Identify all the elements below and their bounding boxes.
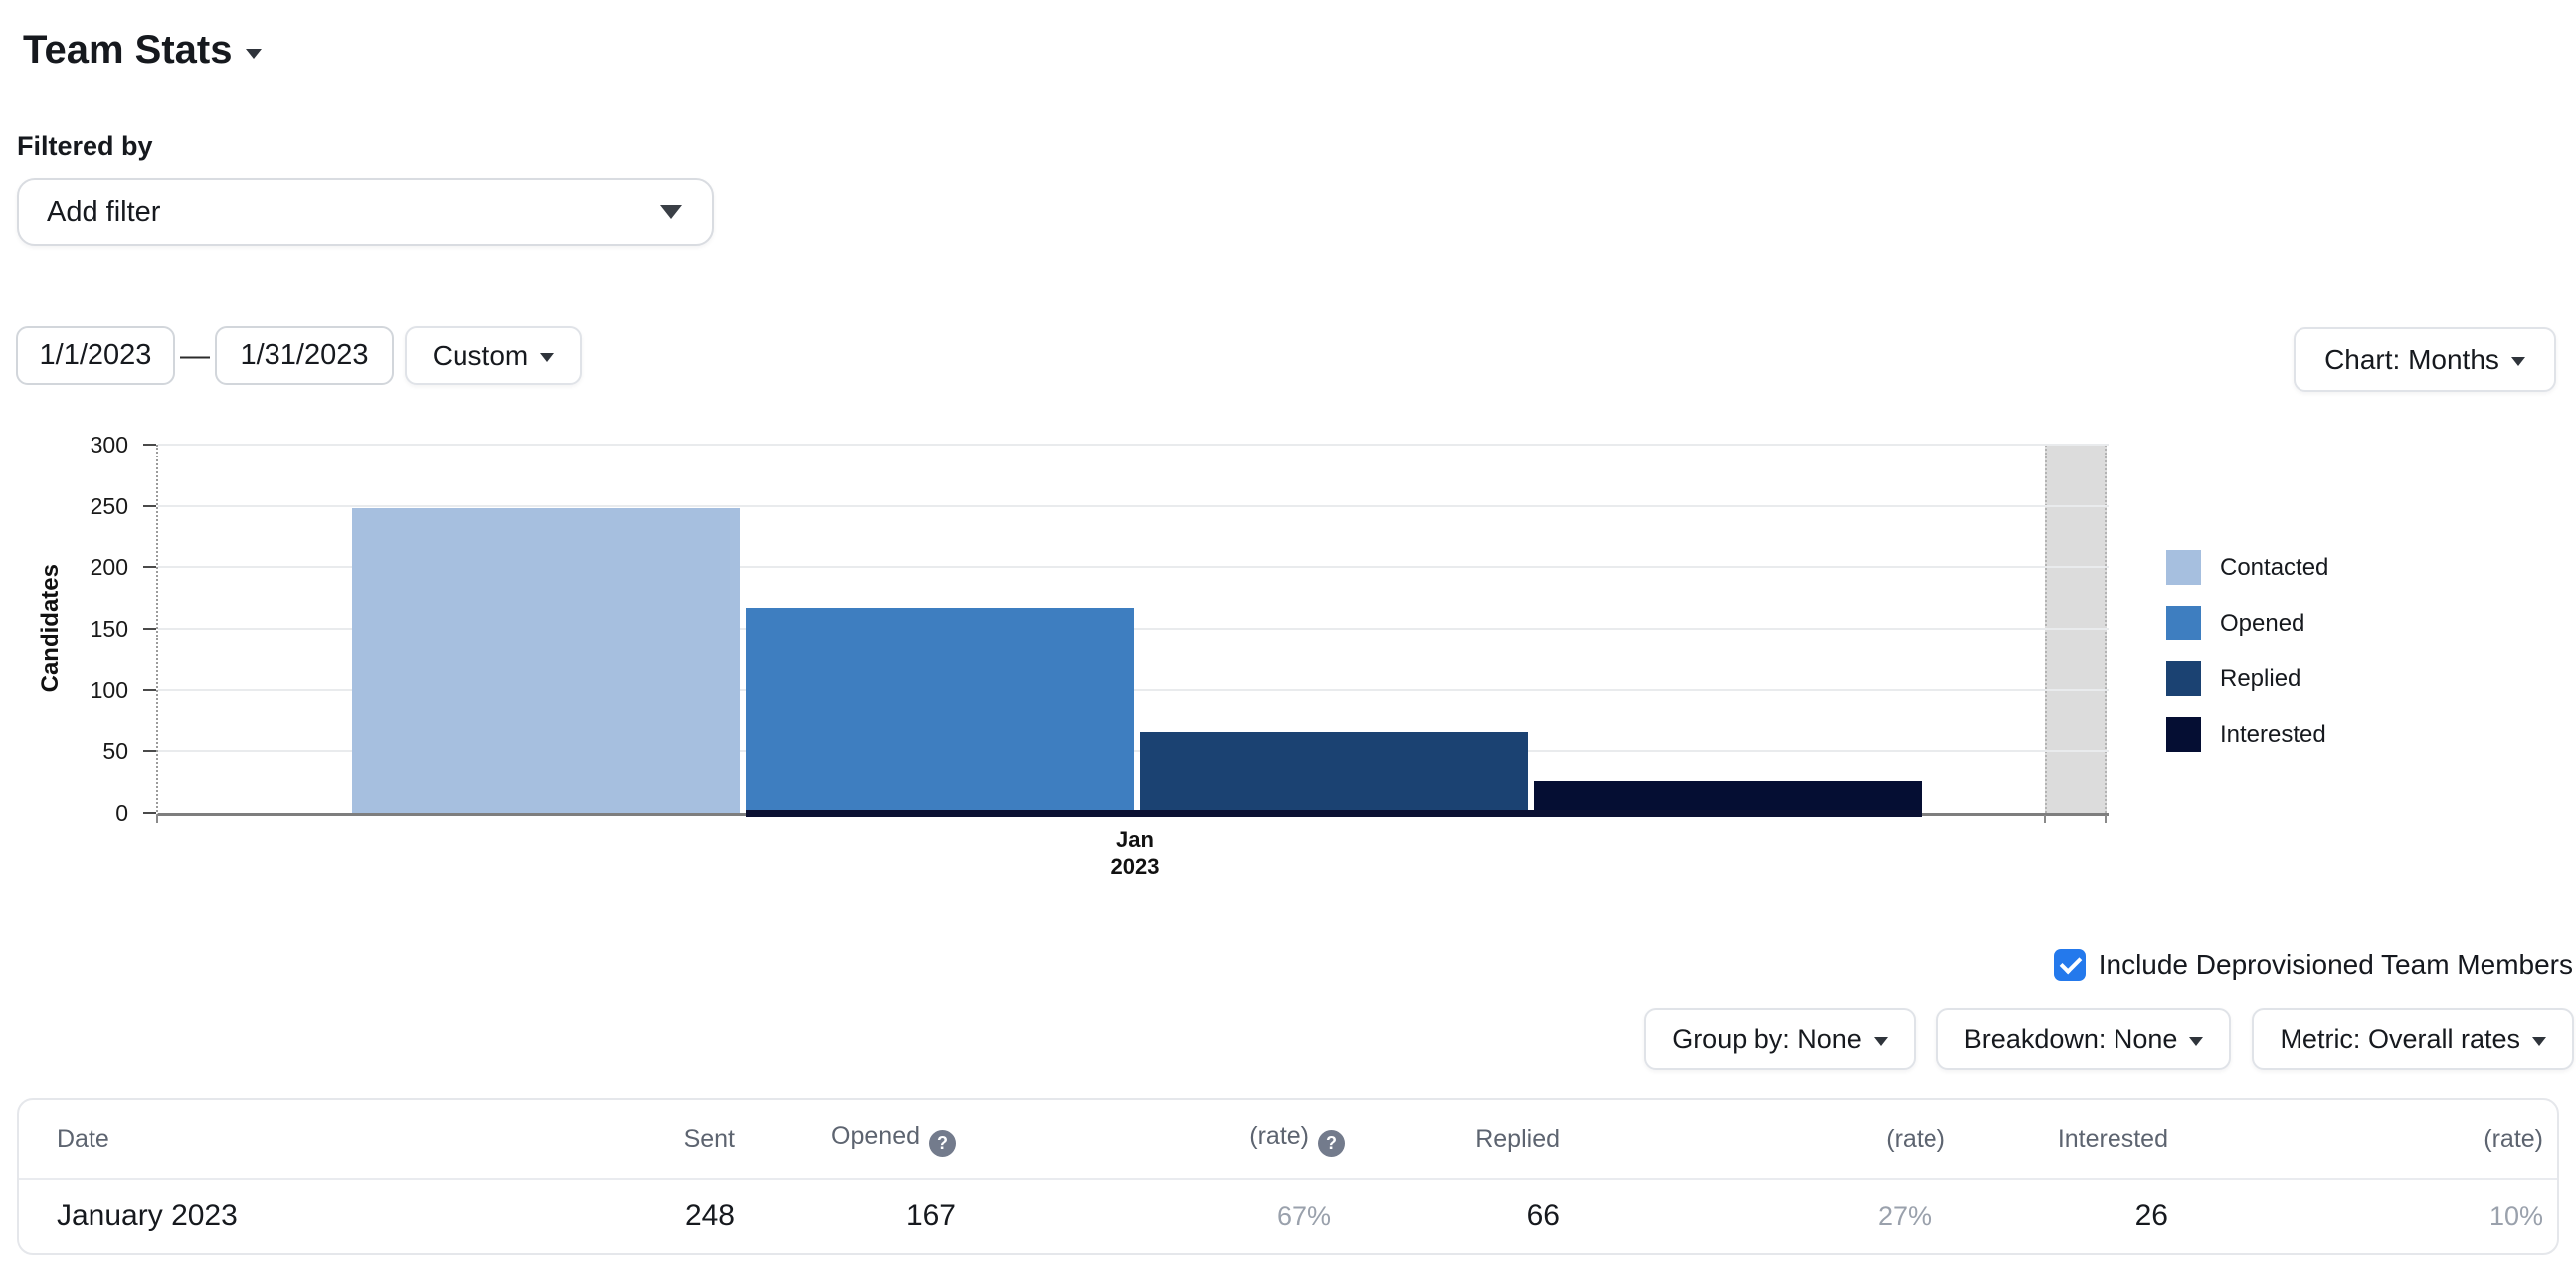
- x-axis-tick: [156, 815, 158, 823]
- x-axis-label-month: Jan: [1116, 827, 1154, 852]
- y-axis-tick-label: 50: [102, 738, 128, 765]
- y-axis-tick: [143, 812, 156, 814]
- x-axis-tick: [2105, 815, 2107, 823]
- date-range-controls: 1/1/2023 — 1/31/2023 Custom: [16, 326, 582, 385]
- chart-legend: Contacted Opened Replied Interested: [2166, 550, 2328, 773]
- y-axis-tick: [143, 688, 156, 691]
- chart-granularity-label: Chart: Months: [2324, 343, 2499, 375]
- y-axis-tick: [143, 628, 156, 630]
- chevron-down-icon: [1873, 1036, 1888, 1046]
- start-date-value: 1/1/2023: [39, 339, 152, 371]
- chevron-down-icon: [660, 205, 682, 219]
- breakdown-dropdown[interactable]: Breakdown: None: [1935, 1008, 2232, 1070]
- y-axis-tick-label: 300: [90, 432, 128, 457]
- x-axis-label-year: 2023: [1110, 854, 1160, 879]
- col-header-replied: Replied: [1475, 1124, 1560, 1153]
- y-axis-tick-label: 0: [115, 800, 128, 825]
- date-preset-label: Custom: [432, 339, 529, 371]
- bar-contacted[interactable]: [352, 508, 740, 813]
- chevron-down-icon: [2532, 1036, 2546, 1046]
- include-deprovisioned-label: Include Deprovisioned Team Members: [2098, 949, 2573, 980]
- end-date-input[interactable]: 1/31/2023: [215, 326, 394, 385]
- legend-item-contacted[interactable]: Contacted: [2166, 550, 2328, 585]
- col-header-opened: Opened?: [735, 1100, 956, 1179]
- cell-replied-rate: 27%: [1560, 1178, 1945, 1253]
- group-by-dropdown[interactable]: Group by: None: [1644, 1008, 1916, 1070]
- add-filter-dropdown[interactable]: Add filter: [17, 178, 714, 246]
- chevron-down-icon: [2510, 357, 2525, 366]
- include-deprovisioned-option[interactable]: Include Deprovisioned Team Members: [2053, 949, 2573, 981]
- include-deprovisioned-checkbox[interactable]: [2053, 949, 2086, 981]
- baseline-strip: [746, 810, 1922, 817]
- start-date-input[interactable]: 1/1/2023: [16, 326, 175, 385]
- x-axis-tick: [2044, 815, 2046, 823]
- x-axis-label: Jan 2023: [1075, 826, 1195, 880]
- legend-swatch: [2166, 606, 2201, 640]
- chevron-down-icon: [540, 353, 555, 362]
- table-controls: Group by: None Breakdown: None Metric: O…: [1644, 1008, 2574, 1070]
- legend-label: Opened: [2220, 609, 2305, 637]
- legend-label: Contacted: [2220, 553, 2329, 581]
- page-title-dropdown[interactable]: Team Stats: [23, 28, 263, 73]
- cell-interested-rate: 10%: [2168, 1178, 2557, 1253]
- cell-replied: 66: [1345, 1178, 1560, 1253]
- date-preset-dropdown[interactable]: Custom: [405, 326, 582, 385]
- col-header-date: Date: [57, 1124, 109, 1153]
- date-range-separator: —: [180, 338, 210, 372]
- metric-dropdown[interactable]: Metric: Overall rates: [2252, 1008, 2574, 1070]
- legend-swatch: [2166, 661, 2201, 696]
- gridline: [158, 504, 2109, 507]
- cell-opened-rate: 67%: [956, 1178, 1345, 1253]
- chevron-down-icon: [246, 48, 263, 59]
- col-header-opened-rate: (rate)?: [956, 1100, 1345, 1179]
- y-axis-tick: [143, 444, 156, 446]
- checkmark-icon: [2059, 951, 2083, 975]
- cell-sent: 248: [496, 1178, 735, 1253]
- legend-item-replied[interactable]: Replied: [2166, 661, 2328, 696]
- cell-interested: 26: [1945, 1178, 2168, 1253]
- cell-date: January 2023: [19, 1178, 496, 1253]
- legend-label: Interested: [2220, 720, 2326, 748]
- y-axis-tick-label: 150: [90, 616, 128, 641]
- bar-interested[interactable]: [1534, 781, 1922, 813]
- legend-item-opened[interactable]: Opened: [2166, 606, 2328, 640]
- filtered-by-label: Filtered by: [17, 131, 153, 161]
- y-axis-tick-label: 200: [90, 554, 128, 581]
- bar-replied[interactable]: [1140, 732, 1528, 813]
- add-filter-label: Add filter: [47, 195, 161, 228]
- col-header-interested: Interested: [2057, 1124, 2168, 1153]
- bar-chart-plot-area: 0 50 100 150 200 250 300 Jan 2023: [91, 432, 2109, 879]
- end-date-value: 1/31/2023: [240, 339, 369, 371]
- col-header-interested-rate: (rate): [2484, 1124, 2543, 1153]
- breakdown-label: Breakdown: None: [1963, 1023, 2178, 1054]
- chart-granularity-dropdown[interactable]: Chart: Months: [2294, 327, 2556, 392]
- bar-opened[interactable]: [746, 608, 1134, 813]
- legend-swatch: [2166, 550, 2201, 585]
- y-axis-tick: [143, 504, 156, 507]
- y-axis-tick: [143, 566, 156, 569]
- gridline: [158, 566, 2109, 569]
- table-header-row: Date Sent Opened? (rate)? Replied (rate)…: [19, 1100, 2557, 1179]
- col-header-replied-rate: (rate): [1886, 1124, 1945, 1153]
- table-row[interactable]: January 2023 248 167 67% 66 27% 26 10%: [19, 1178, 2557, 1253]
- group-by-label: Group by: None: [1672, 1023, 1862, 1054]
- y-axis-tick-label: 100: [90, 676, 128, 703]
- page-title: Team Stats: [23, 28, 233, 72]
- legend-item-interested[interactable]: Interested: [2166, 717, 2328, 752]
- y-axis-tick-label: 250: [90, 492, 128, 519]
- stats-table: Date Sent Opened? (rate)? Replied (rate)…: [17, 1098, 2559, 1255]
- help-icon[interactable]: ?: [929, 1129, 956, 1157]
- help-icon[interactable]: ?: [1318, 1129, 1345, 1157]
- col-header-opened-label: Opened: [831, 1121, 920, 1150]
- legend-swatch: [2166, 717, 2201, 752]
- legend-label: Replied: [2220, 664, 2301, 692]
- chevron-down-icon: [2189, 1036, 2204, 1046]
- gridline: [158, 444, 2109, 446]
- metric-label: Metric: Overall rates: [2280, 1023, 2520, 1054]
- col-header-sent: Sent: [683, 1124, 735, 1153]
- col-header-opened-rate-label: (rate): [1249, 1121, 1309, 1150]
- cell-opened: 167: [735, 1178, 956, 1253]
- y-axis-tick: [143, 750, 156, 753]
